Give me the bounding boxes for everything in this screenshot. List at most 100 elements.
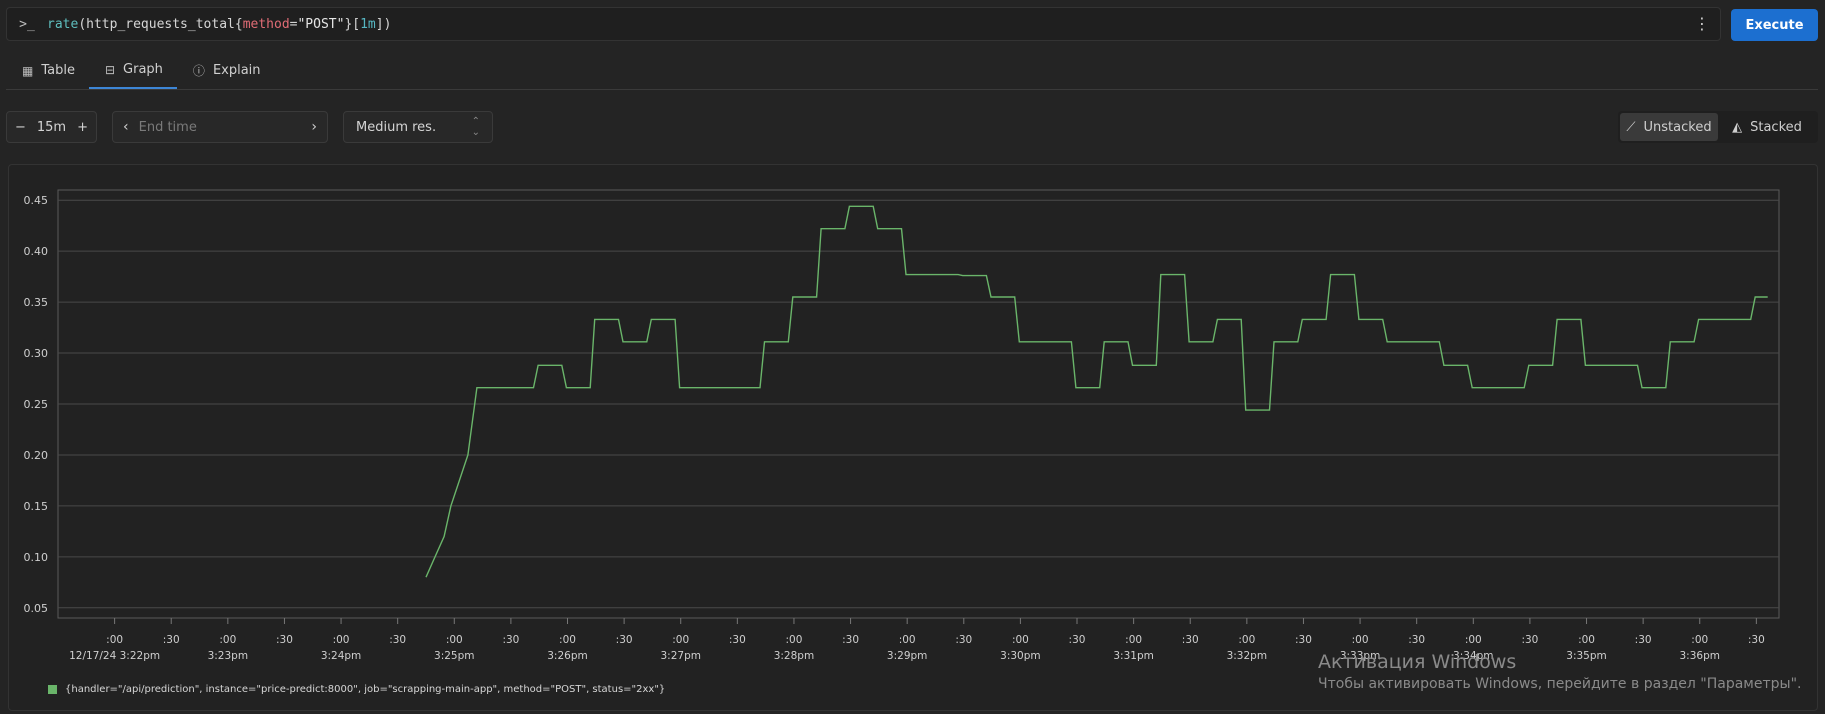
stack-mode-toggle: ⟋ Unstacked ◭ Stacked <box>1618 111 1818 143</box>
stacked-chart-icon: ◭ <box>1732 119 1743 135</box>
x-tick-time-label: 3:32pm <box>1227 650 1267 662</box>
series-line <box>425 205 1768 578</box>
x-tick-label: :30 <box>502 634 519 646</box>
query-metric: http_requests_total <box>86 16 235 32</box>
x-tick-label: :00 <box>559 634 576 646</box>
tab-graph[interactable]: ⊟ Graph <box>88 52 177 89</box>
stacked-button[interactable]: ◭ Stacked <box>1718 113 1816 141</box>
x-tick-time-label: 3:36pm <box>1680 650 1720 662</box>
y-tick-label: 0.30 <box>24 347 49 360</box>
tab-label: Table <box>41 63 75 78</box>
end-time-input[interactable]: End time <box>138 119 197 135</box>
x-tick-label: :00 <box>786 634 803 646</box>
query-paren: ( <box>78 16 87 32</box>
x-tick-label: :00 <box>1125 634 1142 646</box>
query-brace-close: } <box>344 16 353 32</box>
kebab-menu-icon[interactable]: ⋮ <box>1694 14 1710 33</box>
graph-icon: ⊟ <box>104 62 116 77</box>
range-increase-button[interactable]: + <box>77 119 88 135</box>
range-input: − 15m + <box>6 111 97 143</box>
chart-grid <box>57 189 1780 619</box>
x-tick-label: :30 <box>1069 634 1086 646</box>
windows-activation-title: Активация Windows <box>1318 651 1517 673</box>
x-tick-label: :00 <box>672 634 689 646</box>
chevron-left-icon[interactable]: ‹ <box>123 119 129 135</box>
result-tabs: ▦ Table ⊟ Graph ⓘ Explain <box>6 52 1818 90</box>
x-tick-label: :30 <box>1182 634 1199 646</box>
x-tick-label: :30 <box>1748 634 1765 646</box>
query-function: rate <box>47 16 79 32</box>
query-bracket-close: ]) <box>375 16 392 32</box>
x-tick-label: :30 <box>1295 634 1312 646</box>
x-tick-label: :30 <box>616 634 633 646</box>
info-icon: ⓘ <box>192 64 205 78</box>
x-tick-label: :00 <box>1012 634 1029 646</box>
y-tick-label: 0.45 <box>24 194 49 207</box>
query-brace: { <box>234 16 243 32</box>
x-tick-label: :30 <box>1408 634 1425 646</box>
x-tick-label: :00 <box>1578 634 1595 646</box>
query-duration: 1m <box>360 16 376 32</box>
x-tick-time-label: 3:25pm <box>434 650 474 662</box>
x-tick-time-label: 3:35pm <box>1566 650 1606 662</box>
x-tick-time-label: 3:27pm <box>660 650 700 662</box>
x-tick-label: :30 <box>1521 634 1538 646</box>
time-series-chart[interactable]: 0.05 0.10 0.15 0.20 0.25 0.30 0.35 0.40 0.45 :00… <box>9 165 1817 710</box>
range-value[interactable]: 15m <box>36 119 67 135</box>
chevron-updown-icon: ⌃ ⌄ <box>471 116 480 138</box>
x-tick-time-label: 12/17/24 3:22pm <box>69 650 160 662</box>
x-tick-label: :00 <box>333 634 350 646</box>
legend-series-label: {handler="/api/prediction", instance="pr… <box>65 684 666 695</box>
x-tick-label: :30 <box>955 634 972 646</box>
x-tick-time-label: 3:24pm <box>321 650 361 662</box>
unstacked-chart-icon: ⟋ <box>1626 119 1636 135</box>
resolution-select[interactable]: Medium res. ⌃ ⌄ <box>343 111 493 143</box>
x-tick-label: :30 <box>389 634 406 646</box>
x-tick-label: :30 <box>842 634 859 646</box>
unstacked-label: Unstacked <box>1643 119 1712 135</box>
resolution-value: Medium res. <box>356 119 437 135</box>
x-tick-label: :00 <box>1238 634 1255 646</box>
x-tick-label: :00 <box>899 634 916 646</box>
x-tick-time-label: 3:30pm <box>1000 650 1040 662</box>
x-tick-time-label: 3:34pm <box>1453 650 1493 662</box>
range-decrease-button[interactable]: − <box>15 119 26 135</box>
x-tick-time-label: 3:29pm <box>887 650 927 662</box>
y-tick-label: 0.20 <box>24 449 49 462</box>
unstacked-button[interactable]: ⟋ Unstacked <box>1620 113 1718 141</box>
x-tick-label: :00 <box>446 634 463 646</box>
query-label-name: method <box>242 16 290 32</box>
stacked-label: Stacked <box>1750 119 1802 135</box>
x-tick-label: :30 <box>163 634 180 646</box>
chart-legend[interactable]: {handler="/api/prediction", instance="pr… <box>48 684 665 695</box>
query-label-value: "POST" <box>297 16 345 32</box>
x-tick-label: :00 <box>1691 634 1708 646</box>
x-tick-label: :30 <box>1635 634 1652 646</box>
legend-swatch <box>48 685 57 694</box>
x-tick-label: :00 <box>1352 634 1369 646</box>
y-axis: 0.05 0.10 0.15 0.20 0.25 0.30 0.35 0.40 0.45 <box>24 194 49 615</box>
x-tick-time-label: 3:33pm <box>1340 650 1380 662</box>
x-tick-label: :00 <box>1465 634 1482 646</box>
y-tick-label: 0.05 <box>24 602 49 615</box>
query-editor[interactable]: >_ rate(http_requests_total{method="POST… <box>6 7 1721 41</box>
x-tick-time-label: 3:26pm <box>547 650 587 662</box>
end-time-picker: ‹ End time › <box>112 111 328 143</box>
tab-table[interactable]: ▦ Table <box>6 52 89 89</box>
chevron-right-icon[interactable]: › <box>311 119 317 135</box>
y-tick-label: 0.10 <box>24 551 49 564</box>
tab-label: Graph <box>123 62 163 77</box>
x-tick-time-label: 3:28pm <box>774 650 814 662</box>
windows-activation-subtitle: Чтобы активировать Windows, перейдите в … <box>1318 676 1802 692</box>
x-tick-time-label: 3:23pm <box>208 650 248 662</box>
execute-button[interactable]: Execute <box>1731 9 1818 41</box>
y-tick-label: 0.40 <box>24 245 49 258</box>
terminal-prompt-icon: >_ <box>19 16 35 32</box>
tab-explain[interactable]: ⓘ Explain <box>177 52 275 89</box>
x-tick-label: :00 <box>106 634 123 646</box>
query-input[interactable]: rate(http_requests_total{method="POST"}[… <box>47 17 391 32</box>
query-bracket: [ <box>352 16 361 32</box>
y-tick-label: 0.35 <box>24 296 49 309</box>
x-tick-label: :30 <box>276 634 293 646</box>
